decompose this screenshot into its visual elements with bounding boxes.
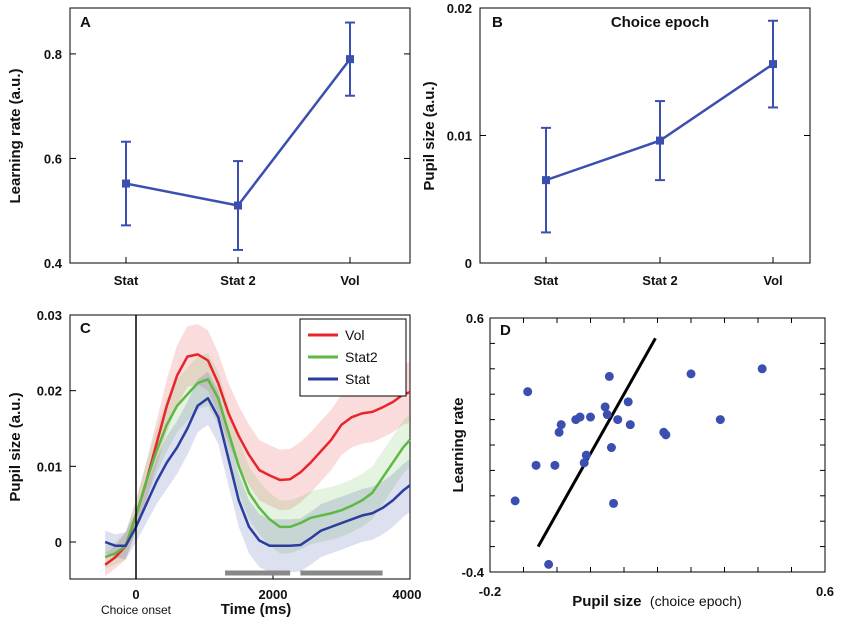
scatter-point — [613, 415, 623, 425]
scatter-point — [575, 412, 585, 422]
panel-a-point — [122, 179, 130, 188]
scatter-point — [600, 402, 610, 412]
scatter-point — [623, 397, 633, 407]
scatter-point — [609, 498, 619, 508]
panel-d-ytick-label: -0.4 — [462, 565, 485, 580]
panel-b-ytick-label: 0.02 — [447, 1, 472, 16]
panel-d-xlabel-bold: Pupil size — [572, 593, 641, 610]
legend-label-stat: Stat — [345, 371, 370, 387]
scatter-point — [602, 410, 612, 420]
panel-b-point — [542, 176, 550, 185]
panel-c-ytick-label: 0 — [55, 535, 62, 550]
scatter-point — [556, 420, 566, 430]
scatter-point — [604, 371, 614, 381]
panel-b-letter: B — [492, 14, 503, 31]
panel-b-xtick-label: Stat — [534, 273, 559, 288]
scatter-point — [625, 420, 635, 430]
scatter-point — [661, 430, 671, 440]
scatter-point — [554, 427, 564, 437]
panel-a-letter: A — [80, 14, 91, 31]
choice-onset-annotation: Choice onset — [101, 603, 172, 617]
series-line-stat2 — [104, 378, 411, 559]
panel-d-xtick-label: -0.2 — [479, 584, 501, 599]
scatter-point — [586, 412, 595, 422]
regression-line — [536, 337, 657, 548]
panel-d: D Learning rate Pupil size (choice epoch… — [450, 311, 834, 610]
scatter-point — [686, 369, 696, 379]
panel-a-xtick-label: Stat — [114, 273, 139, 288]
panel-d-xlabel: Pupil size (choice epoch) — [572, 593, 741, 610]
scatter-point — [523, 387, 533, 397]
panel-a-ytick-label: 0.4 — [44, 256, 63, 271]
panel-a-ytick-label: 0.6 — [44, 151, 62, 166]
panel-b-ytick-label: 0.01 — [447, 129, 472, 144]
scatter-point — [715, 415, 725, 425]
panel-c-xtick-label: 2000 — [259, 587, 288, 602]
panel-a-frame — [69, 7, 411, 264]
panel-d-frame — [489, 317, 826, 573]
panel-b-xtick-label: Vol — [763, 273, 782, 288]
panel-c-frame — [69, 314, 411, 580]
panel-d-ylabel: Learning rate — [450, 397, 467, 492]
panel-c-ytick-label: 0.03 — [37, 308, 62, 323]
panel-c-xtick-label: 0 — [132, 587, 139, 602]
legend: Vol Stat2 Stat — [299, 318, 407, 397]
error-band-stat — [105, 371, 411, 573]
panel-c-xtick-label: 4000 — [393, 587, 422, 602]
scatter-point — [531, 460, 541, 470]
panel-b-ytick-label: 0 — [465, 256, 472, 271]
panel-c: C Pupil size (a.u.) Time (ms) Choice ons… — [7, 308, 421, 618]
panel-b-ylabel: Pupil size (a.u.) — [421, 81, 438, 190]
panel-d-xlabel-rest: (choice epoch) — [650, 593, 742, 609]
error-band-stat2 — [105, 352, 411, 569]
scatter-point — [606, 443, 616, 453]
panel-c-letter: C — [80, 320, 91, 337]
panel-a-xtick-label: Stat 2 — [220, 273, 255, 288]
scatter-point — [579, 458, 589, 468]
panel-c-xlabel: Time (ms) — [221, 601, 292, 618]
panel-d-letter: D — [500, 322, 511, 339]
series-line-vol — [104, 353, 411, 566]
scatter-point — [510, 496, 520, 506]
error-band-vol — [105, 324, 411, 577]
panel-b-xtick-label: Stat 2 — [642, 273, 677, 288]
scatter-point — [544, 559, 554, 569]
scatter-point — [757, 364, 767, 374]
panel-d-xtick-label: 0.6 — [816, 584, 834, 599]
series-line-stat — [104, 396, 411, 548]
panel-b: B Choice epoch Pupil size (a.u.) 0 0.01 0.… — [421, 1, 811, 288]
panel-a: A Learning rate (a.u.) 0.4 0.6 0.8 Stat Stat… — [7, 7, 411, 288]
panel-b-title: Choice epoch — [611, 14, 709, 31]
panel-a-xtick-label: Vol — [340, 273, 359, 288]
panel-d-ytick-label: 0.6 — [466, 311, 484, 326]
panel-a-point — [234, 201, 242, 210]
legend-label-stat2: Stat2 — [345, 349, 378, 365]
legend-label-vol: Vol — [345, 327, 364, 343]
panel-c-ylabel: Pupil size (a.u.) — [7, 392, 24, 501]
panel-b-point — [769, 60, 777, 69]
scatter-point — [581, 450, 591, 460]
panel-c-ytick-label: 0.02 — [37, 384, 62, 399]
panel-b-point — [656, 136, 664, 145]
panel-a-ytick-label: 0.8 — [44, 47, 62, 62]
panel-a-point — [346, 55, 354, 64]
scatter-point — [550, 460, 560, 470]
panel-b-frame — [479, 7, 811, 264]
panel-c-ytick-label: 0.01 — [37, 459, 62, 474]
panel-a-ylabel: Learning rate (a.u.) — [7, 68, 24, 203]
